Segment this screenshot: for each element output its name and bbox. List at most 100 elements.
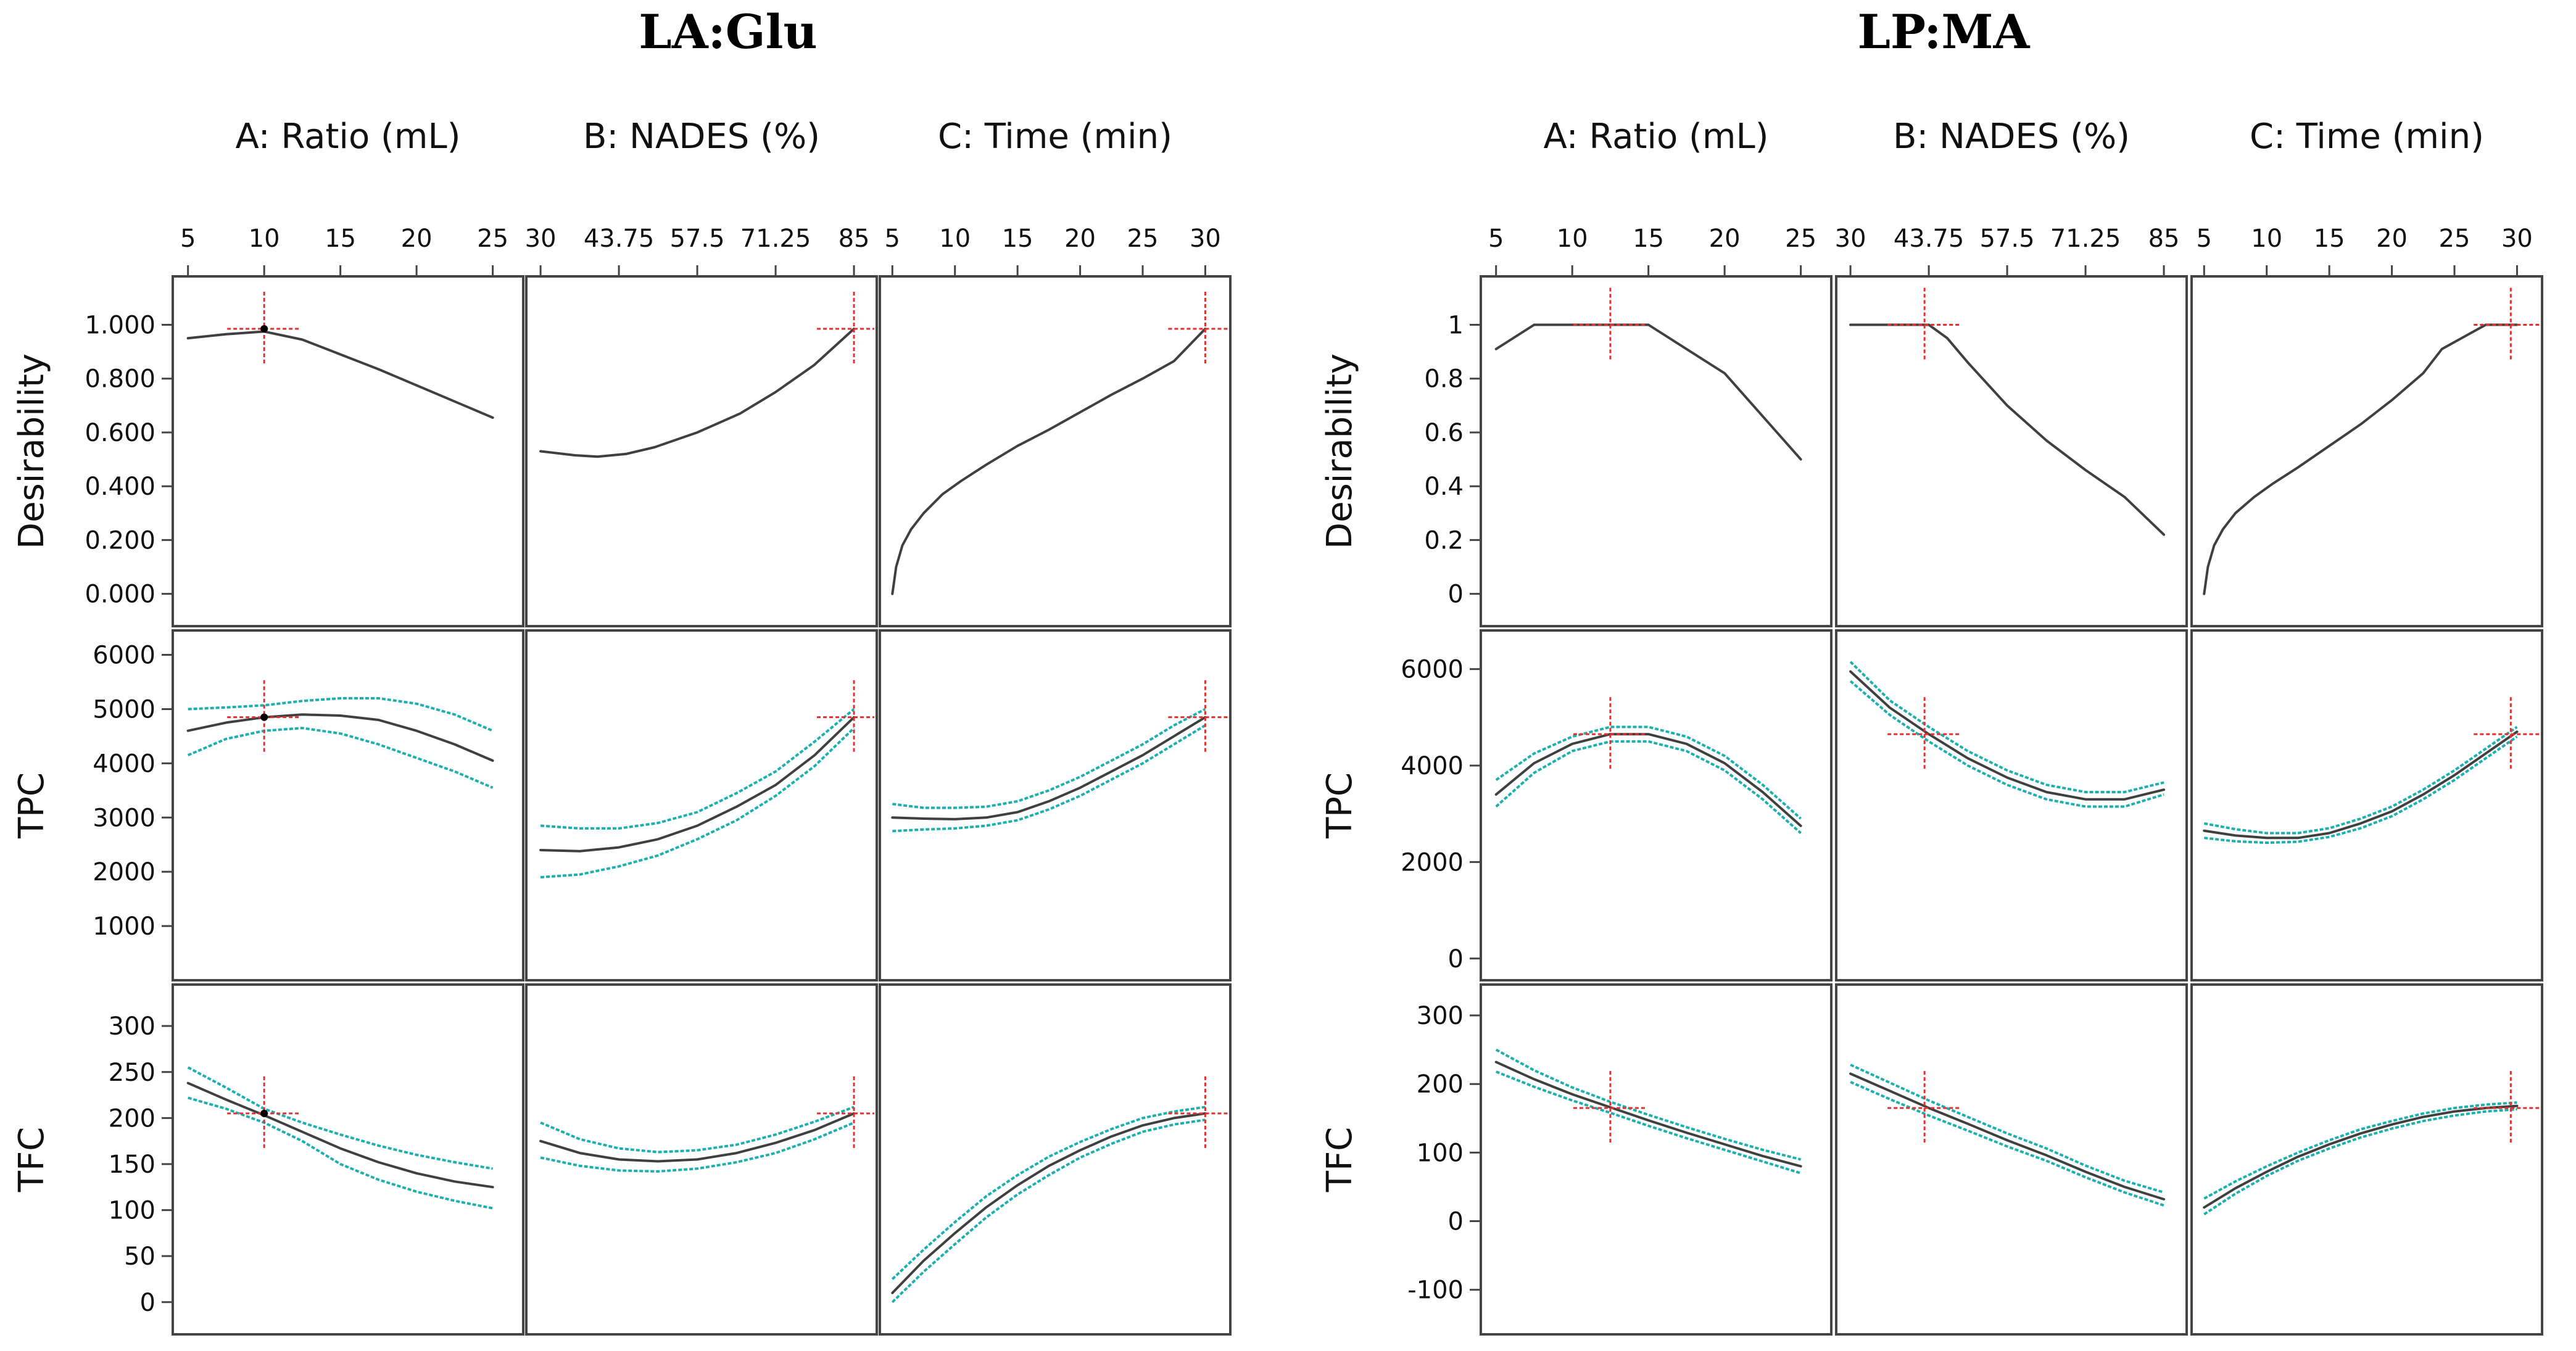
y-tick-label: 0.200 [85,526,155,555]
y-tick-label: 0 [1448,580,1464,609]
optimum-point [260,325,268,333]
panel-frame [879,629,1232,981]
y-tick-label: 0.400 [85,473,155,501]
x-tick-label: 10 [939,225,971,253]
y-tick-label: 0 [1448,945,1464,973]
ci-upper-line [1849,661,2164,793]
x-tick-label: 57.5 [1980,225,2035,253]
x-tick-label: 10 [249,225,280,253]
panel-desirability-2 [525,275,878,627]
y-tick-label: 200 [1417,1070,1464,1099]
response-label: TFC [12,1127,52,1193]
x-tick-label: 5 [180,225,196,253]
y-tick-label: 0.6 [1424,419,1464,447]
panel-desirability-1: 0.000 0.200 0.400 0.600 0.800 1.000 Desirabili… [12,275,524,627]
response-curve [2203,730,2519,840]
response-label: TFC [1320,1127,1360,1193]
x-tick-label: 43.75 [584,225,655,253]
ci-upper-line [187,1066,493,1170]
x-tick-label: 5 [1488,225,1504,253]
response-label: TPC [12,772,52,839]
y-tick-label: 1.000 [85,312,155,340]
ci-lower-line [1849,680,2164,808]
panel-tfc-3 [879,983,1232,1336]
x-tick-label: 85 [839,225,870,253]
panel-desirability-3 [879,275,1232,627]
response-curve [186,330,494,419]
response-label: Desirability [1320,353,1360,549]
ci-upper-line [2203,1101,2517,1200]
panel-frame [172,275,524,627]
panel-frame [2190,275,2543,627]
panel-desirability-2 [1835,275,2188,627]
response-curve [186,713,494,762]
x-tick-label: 57.5 [670,225,725,253]
panel-tfc-2 [525,983,878,1336]
y-tick-label: 0.000 [85,580,155,609]
panel-tpc-2 [525,629,878,981]
optimum-point [260,713,268,721]
response-curve [2203,323,2519,595]
y-tick-label: 3000 [93,804,155,832]
y-tick-label: 6000 [1401,656,1464,684]
x-tick-label: 30 [525,225,557,253]
ci-upper-line [1495,1048,1802,1161]
response-label: Desirability [12,353,52,549]
factor-header: A: Ratio (mL) [1543,117,1768,157]
y-tick-label: 0.8 [1424,365,1464,394]
panel-frame [525,629,878,981]
panel-frame [172,983,524,1336]
y-tick-label: 0 [1448,1208,1464,1236]
response-curve [891,1112,1207,1294]
ci-upper-line [892,708,1206,809]
ci-lower-line [1495,740,1802,834]
response-curve [1849,1072,2166,1200]
ci-lower-line [892,724,1206,833]
y-tick-label: 4000 [1401,752,1464,780]
response-curve [891,716,1207,820]
response-curve [1494,1060,1802,1168]
y-tick-label: 50 [124,1242,155,1271]
y-tick-label: 300 [1417,1002,1464,1030]
x-tick-label: 20 [2376,225,2408,253]
x-tick-label: 20 [401,225,433,253]
response-curve [539,1112,856,1163]
y-tick-label: 4000 [93,750,155,778]
x-tick-label: 30 [2501,225,2533,253]
panel-frame [172,629,524,981]
ci-lower-line [1495,1070,1802,1175]
response-curve [1849,323,2166,536]
x-tick-label: 85 [2148,225,2180,253]
y-tick-label: 5000 [93,695,155,724]
y-tick-label: 100 [109,1197,155,1225]
panel-tfc-3 [2190,983,2543,1336]
x-tick-label: 15 [325,225,356,253]
response-curve [891,328,1207,595]
optimum-point [260,1109,268,1117]
x-tick-label: 15 [2314,225,2345,253]
x-tick-label: 15 [1002,225,1033,253]
panel-frame [525,983,878,1336]
x-tick-label: 25 [2439,225,2470,253]
ci-lower-line [540,1121,855,1173]
chart-title: LA:Glu [639,4,818,59]
response-curve [1849,670,2166,801]
x-tick-label: 5 [2197,225,2212,253]
panel-frame [1480,275,1833,627]
y-tick-label: 150 [109,1151,155,1179]
ci-lower-line [1850,1081,2164,1207]
x-tick-label: 20 [1064,225,1096,253]
factor-header: A: Ratio (mL) [235,117,460,157]
panel-frame [1480,629,1833,981]
chart-lp-ma: LP:MAA: Ratio (mL)5 10 15 20 2500.20.40.60.8… [1320,4,2543,1336]
panel-frame [879,275,1232,627]
x-tick-label: 71.25 [2050,225,2121,253]
response-curve [539,328,856,458]
panel-frame [1480,983,1833,1336]
panel-frame [525,275,878,627]
panel-tfc-2 [1835,983,2188,1336]
y-tick-label: 6000 [93,642,155,670]
ci-upper-line [540,1105,855,1154]
